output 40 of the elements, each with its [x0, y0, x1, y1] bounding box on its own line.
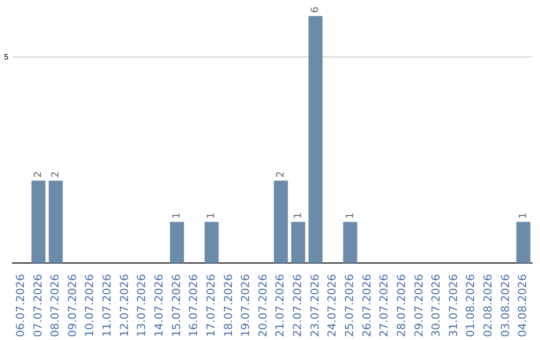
- x-tick-label: 16.07.2026: [187, 274, 200, 338]
- x-tick-label: 25.07.2026: [343, 274, 356, 338]
- x-tick-label: 31.07.2026: [446, 274, 460, 338]
- x-tick-label: 28.07.2026: [394, 274, 408, 338]
- data-label: 6: [310, 6, 322, 13]
- data-label: 1: [518, 212, 529, 219]
- x-tick-label: 09.07.2026: [66, 274, 79, 338]
- x-tick-label: 08.07.2026: [48, 274, 62, 338]
- data-label: 1: [206, 212, 218, 219]
- x-tick-label: 26.07.2026: [360, 274, 374, 338]
- x-tick-label: 11.07.2026: [100, 274, 114, 338]
- x-tick-label: 04.08.2026: [516, 274, 530, 338]
- x-tick-label: 07.07.2026: [31, 274, 44, 338]
- data-label: 1: [172, 212, 183, 219]
- x-tick-label: 01.08.2026: [464, 274, 478, 338]
- data-label: 2: [275, 171, 286, 178]
- x-tick-label: 20.07.2026: [256, 274, 270, 338]
- x-tick-label: 03.08.2026: [498, 274, 512, 338]
- x-tick-label: 24.07.2026: [326, 274, 339, 338]
- data-label: 2: [50, 171, 62, 178]
- x-tick-label: 17.07.2026: [204, 274, 218, 338]
- y-tick-label: 5: [4, 52, 9, 62]
- x-tick-label: 19.07.2026: [239, 274, 252, 338]
- x-tick-label: 13.07.2026: [135, 274, 148, 338]
- x-tick-label: 15.07.2026: [170, 274, 183, 338]
- x-tick-label: 14.07.2026: [152, 274, 166, 338]
- x-tick-label: 22.07.2026: [291, 274, 304, 338]
- data-label: 1: [344, 212, 356, 219]
- x-tick-label: 02.08.2026: [482, 274, 495, 338]
- x-tick-label: 27.07.2026: [378, 274, 391, 338]
- x-tick-label: 10.07.2026: [83, 274, 96, 338]
- x-tick-label: 18.07.2026: [222, 274, 235, 338]
- x-tick-label: 06.07.2026: [14, 274, 27, 338]
- x-tick-label: 21.07.2026: [274, 274, 287, 338]
- data-label: 2: [33, 171, 44, 178]
- x-tick-label: 12.07.2026: [118, 274, 131, 338]
- x-tick-label: 30.07.2026: [430, 274, 443, 338]
- data-label: 1: [292, 212, 304, 219]
- x-tick-label: 29.07.2026: [412, 274, 426, 338]
- x-tick-label: 23.07.2026: [308, 274, 322, 338]
